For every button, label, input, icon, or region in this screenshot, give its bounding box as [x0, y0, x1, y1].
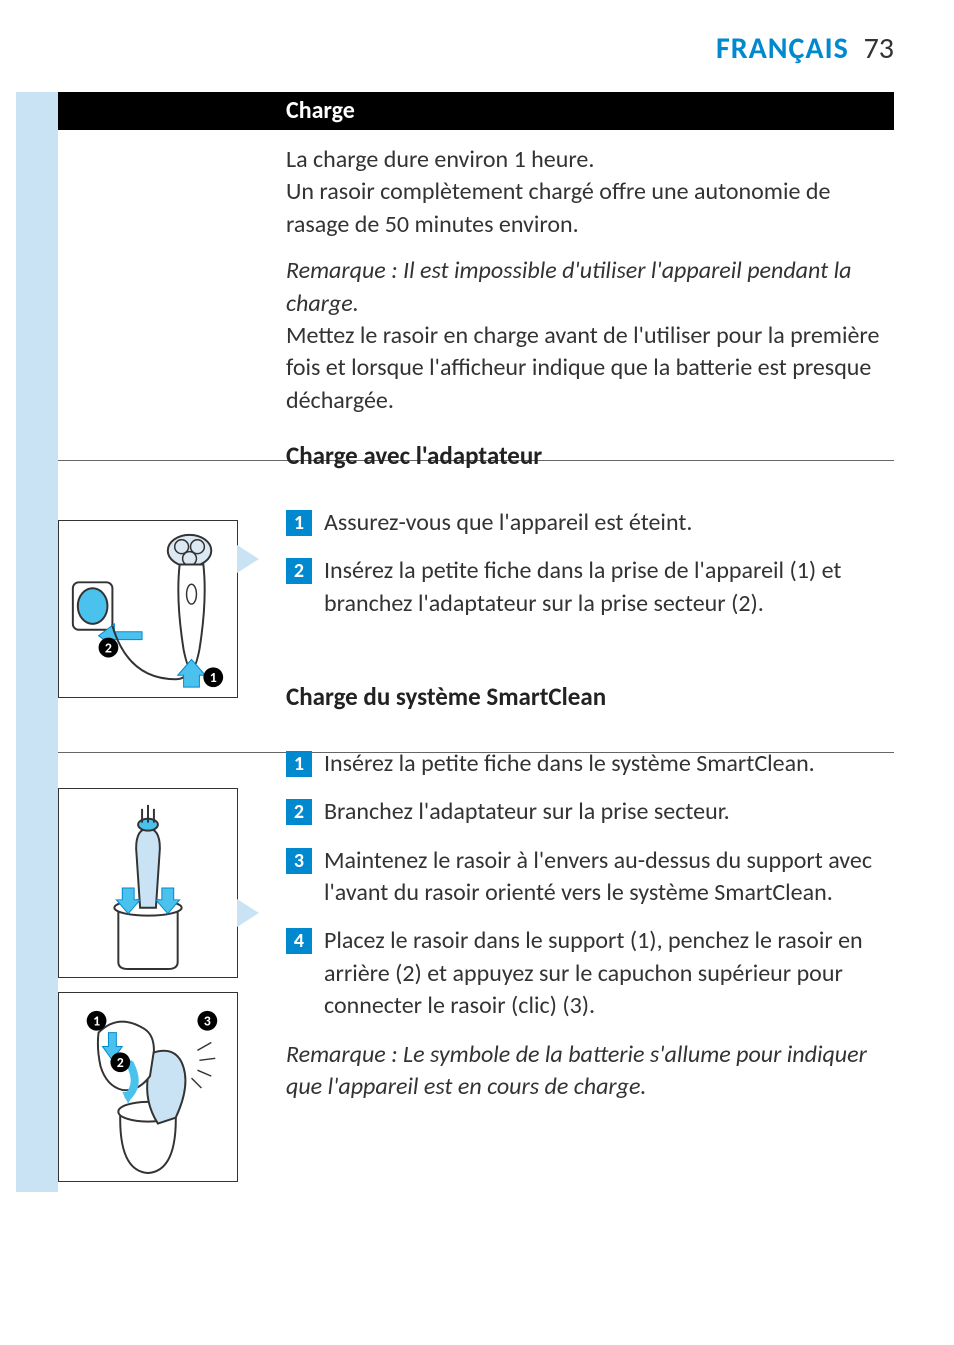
- callout-pointer-icon: [237, 545, 259, 573]
- intro-line-1: La charge dure environ 1 heure.: [286, 145, 594, 174]
- shaver-adapter-icon: 2 1: [59, 521, 237, 697]
- step-row: 2 Branchez l'adaptateur sur la prise sec…: [286, 796, 894, 828]
- smartclean-steps: 1 Insérez la petite fiche dans le systèm…: [286, 748, 894, 1023]
- subheading-smartclean: Charge du système SmartClean: [286, 680, 894, 718]
- svg-text:2: 2: [105, 640, 112, 657]
- intro-paragraph-1: La charge dure environ 1 heure. Un rasoi…: [286, 144, 894, 241]
- page-number: 73: [864, 30, 894, 67]
- illustration-adapter-charging: 2 1: [58, 520, 238, 698]
- smartclean-place-icon: 1 2 3: [59, 993, 237, 1181]
- step-number-icon: 4: [286, 928, 312, 954]
- callout-pointer-icon: [237, 899, 259, 927]
- sidebar-accent: [16, 92, 58, 1192]
- step-number-icon: 2: [286, 799, 312, 825]
- step-number-icon: 1: [286, 510, 312, 536]
- step-row: 2 Insérez la petite fiche dans la prise …: [286, 555, 894, 620]
- step-row: 1 Insérez la petite fiche dans le systèm…: [286, 748, 894, 780]
- step-number-icon: 1: [286, 751, 312, 777]
- step-text: Maintenez le rasoir à l'envers au-dessus…: [324, 845, 894, 910]
- step-text: Insérez la petite fiche dans la prise de…: [324, 555, 894, 620]
- svg-text:1: 1: [93, 1013, 100, 1030]
- step-number-icon: 2: [286, 558, 312, 584]
- illustration-smartclean-unit: [58, 788, 238, 978]
- note-1: Remarque : Il est impossible d'utiliser …: [286, 256, 851, 317]
- smartclean-unit-icon: [59, 789, 237, 977]
- adapter-steps: 1 Assurez-vous que l'appareil est éteint…: [286, 507, 894, 620]
- page-header: FRANÇAIS 73: [0, 0, 954, 87]
- step-row: 4 Placez le rasoir dans le support (1), …: [286, 925, 894, 1022]
- section-title-banner: Charge: [58, 92, 894, 130]
- main-content: La charge dure environ 1 heure. Un rasoi…: [286, 144, 894, 1117]
- intro-line-2: Un rasoir complètement chargé offre une …: [286, 177, 830, 238]
- intro-line-3: Mettez le rasoir en charge avant de l'ut…: [286, 321, 879, 415]
- step-text: Assurez-vous que l'appareil est éteint.: [324, 507, 894, 539]
- step-text: Insérez la petite fiche dans le système …: [324, 748, 894, 780]
- note-paragraph-1: Remarque : Il est impossible d'utiliser …: [286, 255, 894, 417]
- note-2: Remarque : Le symbole de la batterie s'a…: [286, 1039, 894, 1104]
- subheading-adapter: Charge avec l'adaptateur: [286, 439, 894, 477]
- svg-text:1: 1: [210, 669, 217, 686]
- svg-text:2: 2: [117, 1054, 124, 1071]
- step-text: Branchez l'adaptateur sur la prise secte…: [324, 796, 894, 828]
- language-label: FRANÇAIS: [716, 30, 849, 67]
- step-row: 3 Maintenez le rasoir à l'envers au-dess…: [286, 845, 894, 910]
- step-number-icon: 3: [286, 848, 312, 874]
- step-row: 1 Assurez-vous que l'appareil est éteint…: [286, 507, 894, 539]
- svg-text:3: 3: [204, 1013, 211, 1030]
- section-title: Charge: [286, 96, 355, 125]
- step-text: Placez le rasoir dans le support (1), pe…: [324, 925, 894, 1022]
- illustration-smartclean-place: 1 2 3: [58, 992, 238, 1182]
